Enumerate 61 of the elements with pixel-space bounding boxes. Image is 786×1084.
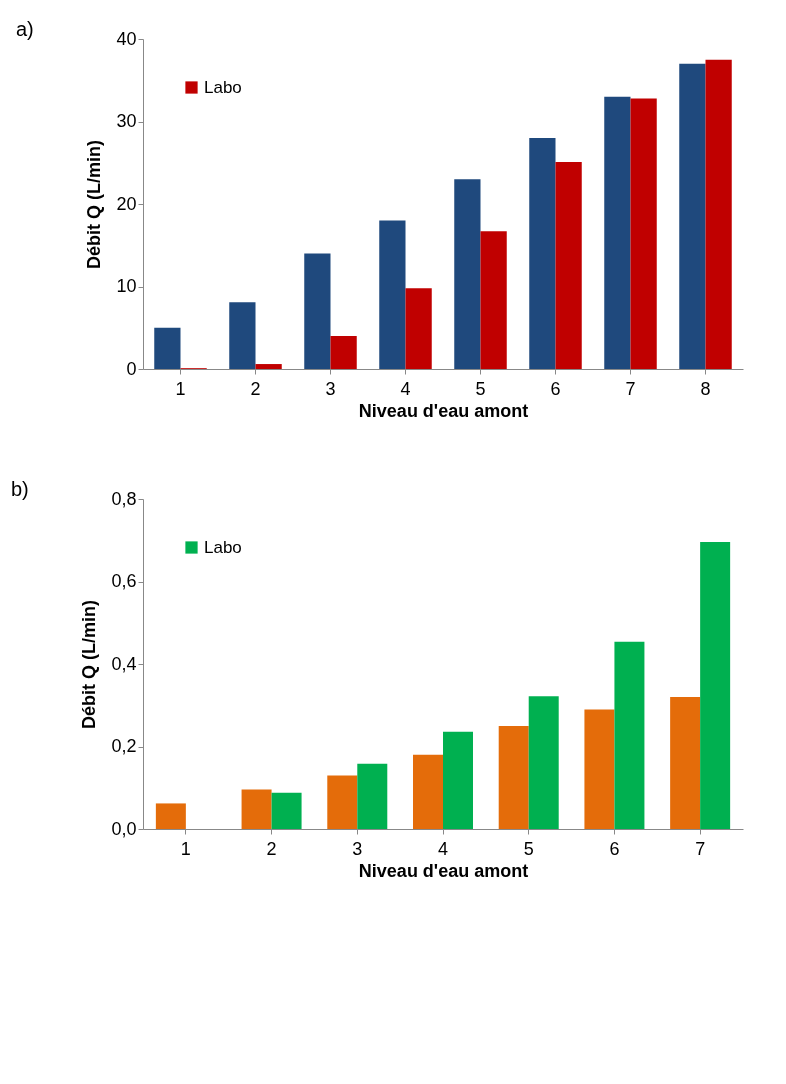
y-tick-label: 30 xyxy=(116,111,137,131)
x-tick-label: 1 xyxy=(175,378,186,399)
y-tick-label: 0,8 xyxy=(111,488,137,509)
y-tick-label: 0,0 xyxy=(111,818,137,839)
x-tick-label: 5 xyxy=(475,378,486,399)
x-axis-title: Niveau d'eau amont xyxy=(358,400,529,421)
bar xyxy=(357,763,388,829)
bar xyxy=(330,336,357,369)
x-tick-label: 8 xyxy=(700,378,711,399)
x-tick-label: 2 xyxy=(266,838,277,859)
bar xyxy=(413,754,443,829)
bar xyxy=(670,697,701,829)
chart-title: a) xyxy=(15,18,34,40)
bar xyxy=(614,641,645,829)
legend-label: Labo xyxy=(204,537,242,557)
bar xyxy=(700,541,731,829)
bar xyxy=(241,789,272,829)
x-tick-label: 3 xyxy=(352,838,363,859)
bar xyxy=(528,696,559,829)
bar xyxy=(555,161,582,369)
bar xyxy=(155,803,186,829)
bar xyxy=(498,725,529,829)
bar xyxy=(630,98,657,369)
x-tick-label: 2 xyxy=(250,378,261,399)
bar xyxy=(271,792,302,829)
bar xyxy=(480,231,507,369)
bar xyxy=(379,220,406,369)
bar xyxy=(454,179,481,369)
x-tick-label: 5 xyxy=(523,838,534,859)
bar xyxy=(679,63,706,369)
legend-label: Labo xyxy=(204,77,242,97)
x-tick-label: 4 xyxy=(437,838,449,859)
x-axis-title: Niveau d'eau amont xyxy=(358,860,529,881)
chart-title: b) xyxy=(10,478,29,500)
y-tick-label: 0,2 xyxy=(111,736,137,756)
bar xyxy=(443,731,473,829)
y-tick-label: 20 xyxy=(116,193,137,214)
y-axis-title: Débit Q (L/min) xyxy=(79,600,100,729)
bar xyxy=(705,59,732,369)
bar xyxy=(255,364,282,369)
y-tick-label: 0,6 xyxy=(111,571,137,591)
bar xyxy=(584,709,615,829)
y-tick-label: 10 xyxy=(116,276,137,296)
y-tick-label: 0,4 xyxy=(111,653,137,674)
x-tick-label: 6 xyxy=(550,378,561,399)
bar xyxy=(304,253,331,369)
y-tick-label: 0 xyxy=(126,358,137,379)
x-tick-label: 4 xyxy=(400,378,411,399)
bar xyxy=(229,302,256,369)
bar xyxy=(327,775,358,829)
bar xyxy=(405,288,432,369)
bar xyxy=(154,327,181,369)
y-axis-title: Débit Q (L/min) xyxy=(84,140,105,269)
x-tick-label: 6 xyxy=(609,838,620,859)
x-tick-label: 1 xyxy=(180,838,191,859)
x-tick-label: 7 xyxy=(695,838,706,859)
bar xyxy=(529,138,556,369)
x-tick-label: 7 xyxy=(625,378,636,399)
bar xyxy=(604,96,631,369)
y-tick-label: 40 xyxy=(116,28,137,49)
x-tick-label: 3 xyxy=(325,378,336,399)
